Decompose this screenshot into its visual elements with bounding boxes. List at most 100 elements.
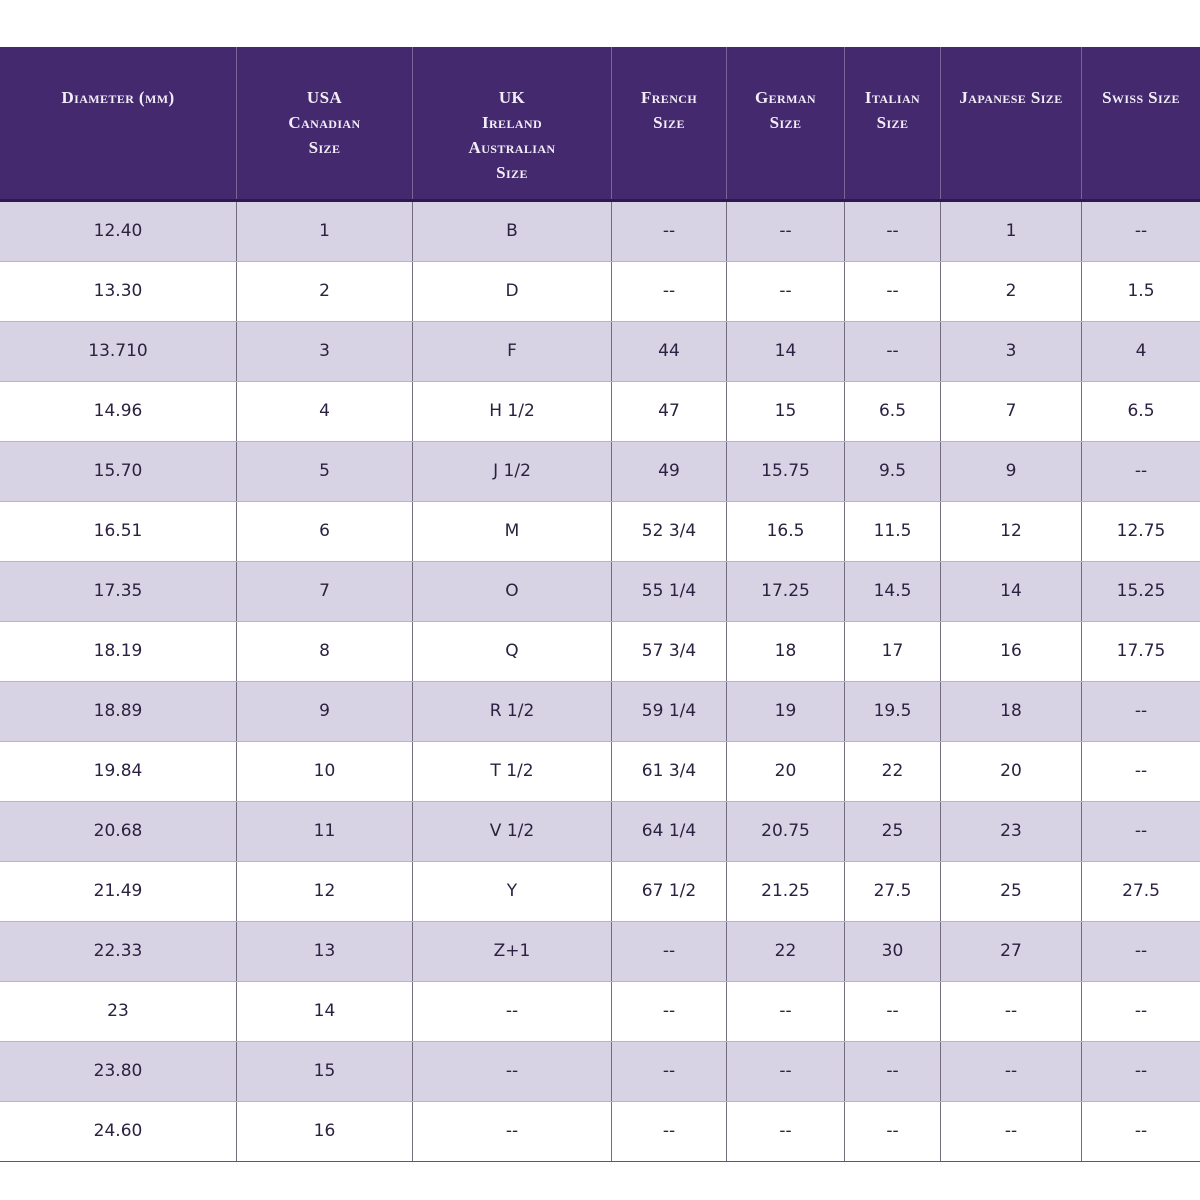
table-cell-japanese-size: 14 xyxy=(941,562,1082,621)
header-label-line: USA xyxy=(306,88,343,107)
table-cell-usa-canadian-size: 1 xyxy=(237,202,413,261)
table-cell-usa-canadian-size: 15 xyxy=(237,1042,413,1101)
table-cell-french-size: 47 xyxy=(612,382,727,441)
table-cell-uk-ireland-australian-size: -- xyxy=(413,1102,612,1161)
header-label-line: UK xyxy=(498,88,526,107)
header-label-line: Size xyxy=(308,138,341,157)
table-cell-usa-canadian-size: 11 xyxy=(237,802,413,861)
header-label-line: Canadian xyxy=(288,113,361,132)
table-cell-diameter-mm: 15.70 xyxy=(0,442,237,501)
table-cell-japanese-size: 3 xyxy=(941,322,1082,381)
table-cell-italian-size: -- xyxy=(845,322,941,381)
table-cell-uk-ireland-australian-size: T 1/2 xyxy=(413,742,612,801)
header-label-line: French xyxy=(640,88,698,107)
table-cell-french-size: 61 3/4 xyxy=(612,742,727,801)
header-label-line: Diameter (mm) xyxy=(61,88,175,107)
table-cell-usa-canadian-size: 14 xyxy=(237,982,413,1041)
table-cell-uk-ireland-australian-size: F xyxy=(413,322,612,381)
header-label-line: Size xyxy=(876,113,909,132)
header-label-line: Japanese Size xyxy=(959,88,1063,107)
table-cell-diameter-mm: 12.40 xyxy=(0,202,237,261)
table-cell-swiss-size: 1.5 xyxy=(1127,281,1155,301)
table-cell-swiss-size: -- xyxy=(1134,821,1148,841)
table-row: 21.49 12 Y 67 1/2 21.25 27.5 25 27.5 xyxy=(0,861,1200,921)
table-cell-german-size: 20.75 xyxy=(727,802,845,861)
table-cell-italian-size: 9.5 xyxy=(845,442,941,501)
table-cell-german-size: -- xyxy=(727,1042,845,1101)
header-label-line: Italian xyxy=(864,88,921,107)
table-cell-diameter-mm: 20.68 xyxy=(0,802,237,861)
table-row: 14.96 4 H 1/2 47 15 6.5 7 6.5 xyxy=(0,381,1200,441)
header-label-line: Swiss Size xyxy=(1102,88,1180,107)
table-cell-diameter-mm: 14.96 xyxy=(0,382,237,441)
table-cell-swiss-size: 15.25 xyxy=(1116,581,1166,601)
header-cell-german-size: German Size xyxy=(727,47,845,199)
table-cell-diameter-mm: 23 xyxy=(0,982,237,1041)
table-cell-german-size: 15 xyxy=(727,382,845,441)
table-row: 18.19 8 Q 57 3/4 18 17 16 17.75 xyxy=(0,621,1200,681)
table-cell-uk-ireland-australian-size: R 1/2 xyxy=(413,682,612,741)
table-cell-japanese-size: 25 xyxy=(941,862,1082,921)
table-cell-diameter-mm: 21.49 xyxy=(0,862,237,921)
table-cell-usa-canadian-size: 6 xyxy=(237,502,413,561)
table-cell-usa-canadian-size: 3 xyxy=(237,322,413,381)
table-row: 15.70 5 J 1/2 49 15.75 9.5 9 -- xyxy=(0,441,1200,501)
table-cell-italian-size: 27.5 xyxy=(845,862,941,921)
table-row: 13.30 2 D -- -- -- 2 1.5 xyxy=(0,261,1200,321)
header-cell-japanese-size: Japanese Size xyxy=(941,47,1082,199)
table-cell-japanese-size: 16 xyxy=(941,622,1082,681)
header-cell-uk-ireland-australian-size: UK Ireland Australian Size xyxy=(413,47,612,199)
table-cell-diameter-mm: 13.30 xyxy=(0,262,237,321)
table-cell-french-size: 55 1/4 xyxy=(612,562,727,621)
table-cell-diameter-mm: 18.19 xyxy=(0,622,237,681)
header-cell-usa-canadian-size: USA Canadian Size xyxy=(237,47,413,199)
table-cell-japanese-size: 12 xyxy=(941,502,1082,561)
table-cell-german-size: -- xyxy=(727,202,845,261)
table-cell-french-size: -- xyxy=(612,922,727,981)
table-cell-japanese-size: 27 xyxy=(941,922,1082,981)
table-cell-diameter-mm: 22.33 xyxy=(0,922,237,981)
table-cell-italian-size: 11.5 xyxy=(845,502,941,561)
table-cell-italian-size: -- xyxy=(845,982,941,1041)
table-cell-swiss-size: -- xyxy=(1134,1001,1148,1021)
table-cell-diameter-mm: 19.84 xyxy=(0,742,237,801)
table-body: 12.40 1 B -- -- -- 1 -- 13.30 2 D -- -- -- 2 1.5 13.710 3… xyxy=(0,202,1200,1162)
table-cell-japanese-size: 23 xyxy=(941,802,1082,861)
header-cell-swiss-size: Swiss Size xyxy=(1082,47,1200,199)
table-cell-japanese-size: 7 xyxy=(941,382,1082,441)
table-cell-french-size: 57 3/4 xyxy=(612,622,727,681)
table-cell-uk-ireland-australian-size: Q xyxy=(413,622,612,681)
header-label-line: Size xyxy=(653,113,685,132)
table-row: 12.40 1 B -- -- -- 1 -- xyxy=(0,202,1200,261)
table-cell-diameter-mm: 23.80 xyxy=(0,1042,237,1101)
table-cell-french-size: 64 1/4 xyxy=(612,802,727,861)
table-cell-german-size: 18 xyxy=(727,622,845,681)
table-cell-french-size: -- xyxy=(612,982,727,1041)
table-cell-uk-ireland-australian-size: J 1/2 xyxy=(413,442,612,501)
table-cell-usa-canadian-size: 7 xyxy=(237,562,413,621)
table-cell-uk-ireland-australian-size: Z+1 xyxy=(413,922,612,981)
table-cell-french-size: 49 xyxy=(612,442,727,501)
table-cell-uk-ireland-australian-size: Y xyxy=(413,862,612,921)
table-cell-german-size: 16.5 xyxy=(727,502,845,561)
table-cell-german-size: 21.25 xyxy=(727,862,845,921)
table-cell-japanese-size: 9 xyxy=(941,442,1082,501)
table-row: 23.80 15 -- -- -- -- -- -- xyxy=(0,1041,1200,1101)
table-cell-usa-canadian-size: 8 xyxy=(237,622,413,681)
table-row: 23 14 -- -- -- -- -- -- xyxy=(0,981,1200,1041)
table-cell-japanese-size: 18 xyxy=(941,682,1082,741)
header-label-line: Size xyxy=(496,163,528,182)
table-cell-german-size: 15.75 xyxy=(727,442,845,501)
table-row: 17.35 7 O 55 1/4 17.25 14.5 14 15.25 xyxy=(0,561,1200,621)
table-cell-italian-size: 19.5 xyxy=(845,682,941,741)
table-cell-swiss-size: 4 xyxy=(1135,341,1147,361)
table-cell-japanese-size: -- xyxy=(941,982,1082,1041)
table-cell-italian-size: 25 xyxy=(845,802,941,861)
table-cell-german-size: -- xyxy=(727,982,845,1041)
table-cell-usa-canadian-size: 4 xyxy=(237,382,413,441)
table-cell-diameter-mm: 16.51 xyxy=(0,502,237,561)
table-cell-french-size: 59 1/4 xyxy=(612,682,727,741)
table-row: 22.33 13 Z+1 -- 22 30 27 -- xyxy=(0,921,1200,981)
table-cell-japanese-size: 2 xyxy=(941,262,1082,321)
header-cell-italian-size: Italian Size xyxy=(845,47,941,199)
